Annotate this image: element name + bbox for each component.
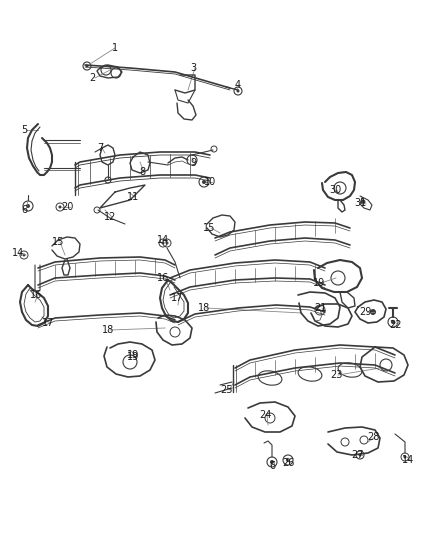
Circle shape <box>85 64 88 68</box>
Circle shape <box>22 254 25 256</box>
Circle shape <box>369 309 375 315</box>
Text: 16: 16 <box>156 273 169 283</box>
Text: 31: 31 <box>353 198 365 208</box>
Circle shape <box>390 320 394 324</box>
Circle shape <box>165 241 168 245</box>
Text: 10: 10 <box>203 177 215 187</box>
Circle shape <box>403 456 406 458</box>
Circle shape <box>285 458 290 462</box>
Text: 18: 18 <box>102 325 114 335</box>
Text: 7: 7 <box>97 143 103 153</box>
Text: 11: 11 <box>127 192 139 202</box>
Circle shape <box>201 180 205 184</box>
Text: 25: 25 <box>220 385 233 395</box>
Circle shape <box>58 206 61 208</box>
Text: 18: 18 <box>198 303 210 313</box>
Text: 15: 15 <box>52 237 64 247</box>
Text: 16: 16 <box>30 290 42 300</box>
Text: 29: 29 <box>358 307 371 317</box>
Text: 17: 17 <box>42 318 54 328</box>
Text: 12: 12 <box>103 212 116 222</box>
Text: 1: 1 <box>112 43 118 53</box>
Text: 9: 9 <box>190 158 196 168</box>
Text: 6: 6 <box>268 461 275 471</box>
Text: 17: 17 <box>170 293 183 303</box>
Text: 21: 21 <box>313 303 325 313</box>
Circle shape <box>360 199 365 205</box>
Text: 5: 5 <box>21 125 27 135</box>
Text: 19: 19 <box>312 278 325 288</box>
Text: 22: 22 <box>389 320 401 330</box>
Text: 20: 20 <box>61 202 73 212</box>
Text: 30: 30 <box>328 185 340 195</box>
Circle shape <box>161 241 164 245</box>
Text: 14: 14 <box>12 248 24 258</box>
Text: 15: 15 <box>202 223 215 233</box>
Text: 19: 19 <box>127 352 139 362</box>
Text: 24: 24 <box>258 410 271 420</box>
Text: 14: 14 <box>401 455 413 465</box>
Text: 26: 26 <box>281 458 293 468</box>
Text: 14: 14 <box>156 235 169 245</box>
Text: 27: 27 <box>351 450 364 460</box>
Circle shape <box>26 204 30 208</box>
Circle shape <box>269 460 273 464</box>
Circle shape <box>236 90 239 93</box>
Circle shape <box>358 454 360 456</box>
Text: 6: 6 <box>21 205 27 215</box>
Text: 4: 4 <box>234 80 240 90</box>
Text: 8: 8 <box>138 167 145 177</box>
Text: 2: 2 <box>88 73 95 83</box>
Text: 3: 3 <box>190 63 196 73</box>
Text: 19: 19 <box>127 350 139 360</box>
Text: 23: 23 <box>329 370 341 380</box>
Text: 28: 28 <box>366 432 378 442</box>
